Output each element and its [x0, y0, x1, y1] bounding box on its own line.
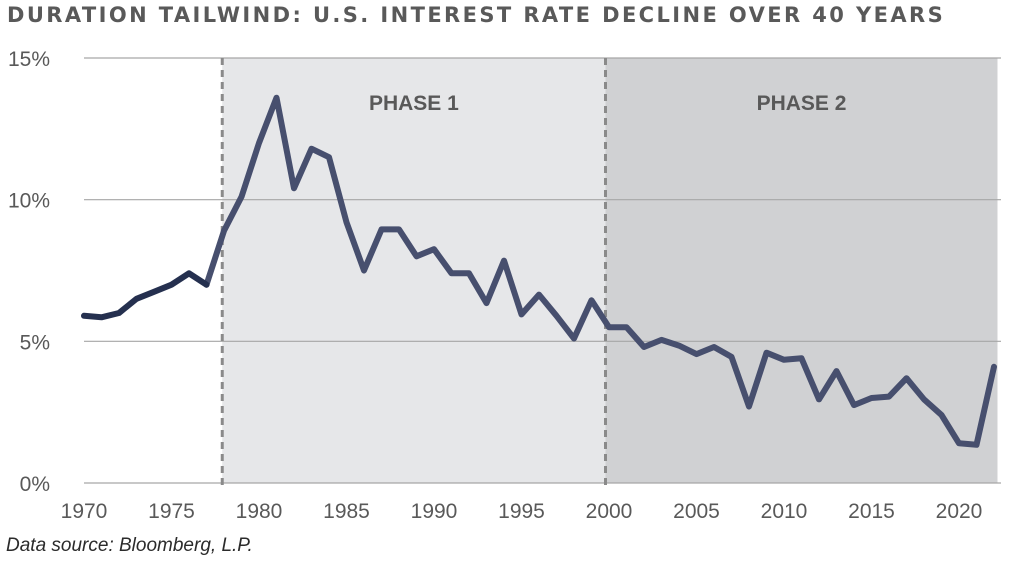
phase-1-region — [222, 58, 606, 483]
phase-2-label: PHASE 2 — [757, 92, 847, 115]
x-tick-label: 2000 — [586, 500, 633, 523]
x-tick-label: 1985 — [323, 500, 370, 523]
y-tick-label: 10% — [8, 190, 50, 213]
phase-1-label: PHASE 1 — [369, 92, 459, 115]
x-tick-label: 1970 — [61, 500, 108, 523]
data-source-note: Data source: Bloomberg, L.P. — [6, 535, 253, 556]
x-tick-label: 1990 — [411, 500, 458, 523]
phase-2-region — [605, 58, 998, 483]
x-tick-label: 2015 — [848, 500, 895, 523]
x-tick-label: 2005 — [673, 500, 720, 523]
x-tick-label: 2010 — [761, 500, 808, 523]
y-tick-label: 0% — [20, 473, 50, 496]
x-tick-label: 1975 — [148, 500, 195, 523]
y-tick-label: 15% — [8, 48, 50, 71]
y-tick-label: 5% — [20, 331, 50, 354]
rate-line-pre-phase — [81, 270, 210, 321]
rate-line-phases — [203, 94, 997, 448]
x-tick-label: 1980 — [236, 500, 283, 523]
x-tick-label: 1995 — [498, 500, 545, 523]
x-tick-label: 2020 — [936, 500, 983, 523]
chart-title: DURATION TAILWIND: U.S. INTEREST RATE DE… — [7, 3, 946, 27]
